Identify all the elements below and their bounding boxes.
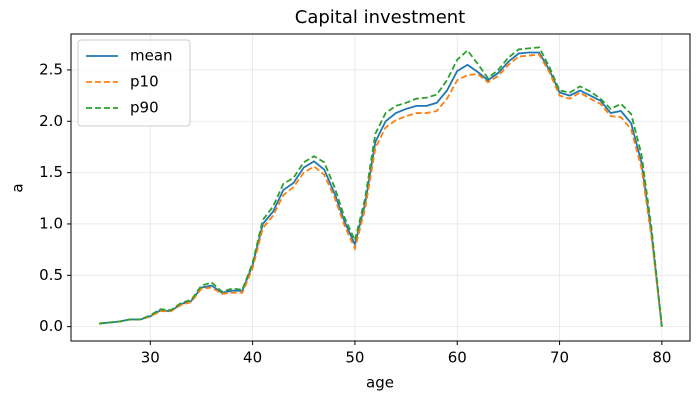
y-tick-label: 1.5 — [39, 163, 63, 181]
line-series — [99, 53, 663, 327]
x-tick-label: 60 — [448, 349, 467, 367]
line-series — [99, 46, 663, 327]
x-axis-label: age — [366, 374, 394, 392]
legend-label: p10 — [130, 73, 159, 91]
x-tick-label: 30 — [141, 349, 160, 367]
legend-box — [77, 39, 191, 127]
x-tick-label: 50 — [345, 349, 364, 367]
x-tick-label: 40 — [243, 349, 262, 367]
x-tick-label: 80 — [652, 349, 671, 367]
y-tick-label: 2.0 — [39, 112, 63, 130]
y-tick-label: 0.0 — [39, 317, 63, 335]
x-tick-label: 70 — [550, 349, 569, 367]
legend: mean p10 p90 — [77, 39, 191, 127]
y-tick-label: 0.5 — [39, 266, 63, 284]
plot-frame — [70, 33, 691, 342]
chart-title: Capital investment — [295, 7, 465, 28]
y-tick-label: 2.5 — [39, 60, 63, 78]
legend-label: p90 — [130, 99, 159, 117]
y-axis-label: a — [9, 183, 27, 192]
y-tick-label: 1.0 — [39, 214, 63, 232]
legend-label: mean — [130, 47, 173, 65]
